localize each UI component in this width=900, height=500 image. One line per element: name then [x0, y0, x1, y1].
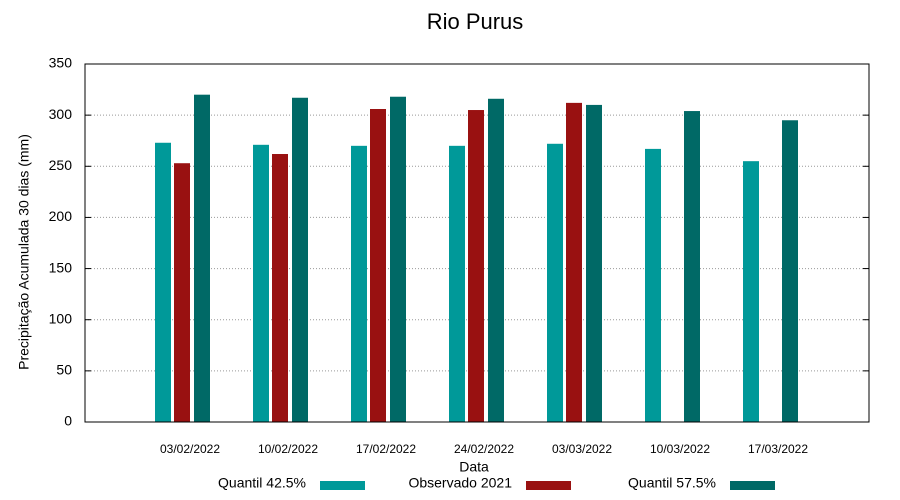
y-tick-label: 300	[49, 106, 73, 122]
bar	[468, 110, 484, 423]
bar	[174, 163, 190, 422]
x-tick-label: 10/03/2022	[650, 442, 710, 456]
x-tick-label: 17/03/2022	[748, 442, 808, 456]
bar	[743, 161, 759, 422]
y-tick-label: 350	[49, 55, 73, 71]
legend-label: Quantil 57.5%	[628, 475, 716, 491]
bar	[155, 142, 171, 422]
bar	[351, 145, 367, 423]
y-tick-label: 250	[49, 157, 73, 173]
x-axis-label: Data	[459, 459, 489, 475]
x-tick-label: 17/02/2022	[356, 442, 416, 456]
y-tick-label: 150	[49, 259, 73, 275]
legend-swatch	[526, 481, 571, 490]
y-axis-label: Precipitação Acumulada 30 dias (mm)	[16, 134, 32, 370]
chart-title: Rio Purus	[427, 9, 524, 34]
bar	[488, 98, 504, 422]
x-tick-label: 03/03/2022	[552, 442, 612, 456]
y-tick-label: 200	[49, 208, 73, 224]
plot-border	[84, 63, 870, 423]
x-tick-label: 10/02/2022	[258, 442, 318, 456]
legend-swatch	[320, 481, 365, 490]
bar	[272, 154, 288, 423]
bar	[390, 96, 406, 422]
bar	[449, 145, 465, 423]
bar	[566, 102, 582, 423]
bar	[645, 148, 661, 422]
bar	[586, 104, 602, 423]
x-tick-label: 03/02/2022	[160, 442, 220, 456]
y-tick-label: 0	[64, 413, 72, 429]
legend-label: Observado 2021	[408, 475, 512, 491]
bar	[292, 97, 308, 423]
bar	[253, 144, 269, 422]
x-tick-label: 24/02/2022	[454, 442, 514, 456]
y-tick-label: 100	[49, 310, 73, 326]
bar	[684, 111, 700, 423]
bar	[782, 120, 798, 422]
legend-swatch	[730, 481, 775, 490]
bar	[194, 94, 210, 422]
bar	[370, 109, 386, 423]
y-tick-label: 50	[56, 362, 72, 378]
bar	[547, 143, 563, 423]
legend-label: Quantil 42.5%	[218, 475, 306, 491]
